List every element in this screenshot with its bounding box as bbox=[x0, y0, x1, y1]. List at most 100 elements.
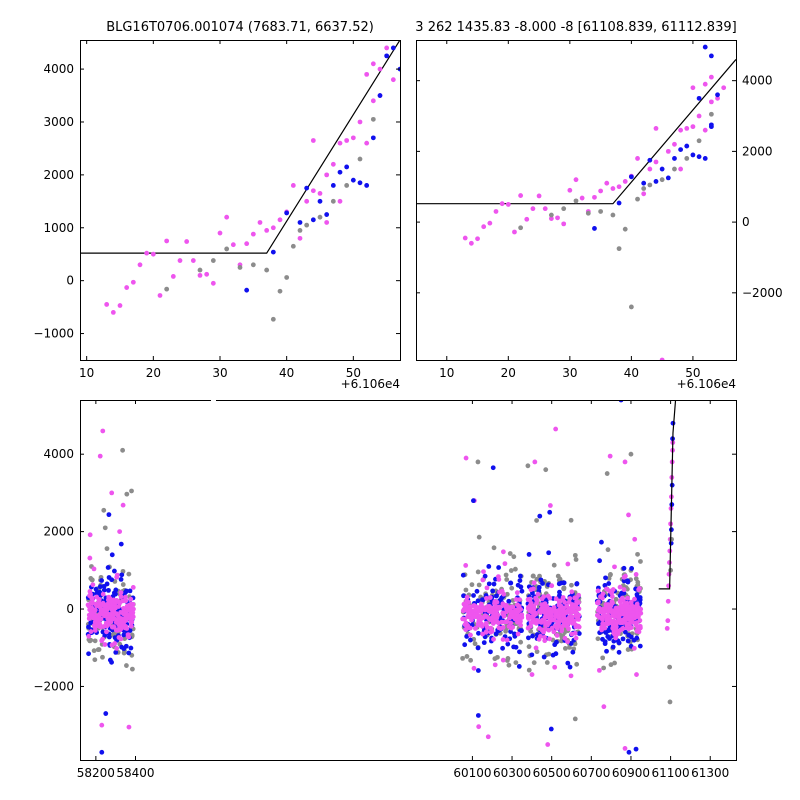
data-point bbox=[708, 111, 714, 117]
data-point bbox=[574, 599, 580, 605]
data-point bbox=[492, 598, 498, 604]
data-point bbox=[576, 606, 582, 612]
data-point bbox=[508, 620, 514, 626]
data-point bbox=[545, 622, 550, 628]
model-curve bbox=[658, 400, 677, 590]
data-point bbox=[504, 577, 510, 582]
data-point bbox=[659, 177, 665, 183]
data-point bbox=[551, 605, 557, 610]
data-point bbox=[485, 734, 491, 740]
data-point bbox=[87, 532, 93, 538]
data-point bbox=[110, 616, 116, 622]
data-point bbox=[622, 459, 628, 465]
data-point bbox=[603, 621, 609, 627]
data-point bbox=[715, 95, 720, 101]
data-point bbox=[611, 623, 617, 629]
data-point bbox=[481, 224, 487, 230]
data-point bbox=[616, 246, 622, 252]
data-point bbox=[647, 182, 653, 188]
data-point bbox=[469, 582, 475, 588]
data-point bbox=[684, 125, 690, 131]
data-point bbox=[476, 534, 482, 540]
data-point bbox=[576, 631, 582, 636]
data-point bbox=[515, 631, 521, 637]
data-point bbox=[535, 591, 541, 597]
data-point bbox=[476, 630, 481, 636]
data-point bbox=[627, 606, 633, 612]
data-point bbox=[118, 616, 124, 621]
data-point bbox=[284, 275, 290, 280]
data-point bbox=[480, 577, 486, 583]
data-point bbox=[552, 664, 558, 670]
data-point bbox=[505, 656, 511, 661]
data-point bbox=[277, 288, 283, 294]
data-point bbox=[484, 595, 489, 601]
data-point bbox=[562, 635, 568, 641]
data-point bbox=[610, 613, 615, 619]
data-point bbox=[543, 611, 549, 617]
data-point bbox=[475, 713, 481, 718]
data-point bbox=[638, 610, 644, 616]
y-tick-label: 2000 bbox=[43, 525, 74, 539]
data-point bbox=[91, 566, 97, 572]
data-point bbox=[573, 557, 579, 562]
data-point bbox=[538, 577, 544, 583]
data-point bbox=[492, 616, 498, 621]
y-tick-label: 0 bbox=[66, 274, 74, 288]
data-point bbox=[530, 573, 536, 579]
data-point bbox=[622, 226, 628, 232]
bottom-points bbox=[85, 400, 677, 760]
data-point bbox=[517, 578, 523, 583]
data-point bbox=[530, 206, 536, 212]
data-point bbox=[106, 512, 112, 518]
data-point bbox=[384, 53, 390, 59]
data-point bbox=[497, 605, 503, 611]
data-point bbox=[277, 217, 283, 223]
data-point bbox=[370, 98, 376, 104]
data-point bbox=[573, 624, 579, 630]
data-point bbox=[482, 573, 488, 579]
data-point bbox=[117, 529, 123, 535]
data-point bbox=[557, 576, 563, 582]
data-point bbox=[97, 589, 103, 595]
data-point bbox=[504, 591, 510, 597]
data-point bbox=[684, 156, 690, 161]
data-point bbox=[484, 585, 490, 591]
data-point bbox=[525, 606, 531, 611]
data-point bbox=[702, 81, 708, 87]
data-point bbox=[460, 616, 466, 622]
data-point bbox=[621, 578, 627, 584]
data-point bbox=[572, 630, 578, 636]
data-point bbox=[99, 722, 105, 728]
data-point bbox=[621, 565, 627, 571]
data-point bbox=[678, 147, 684, 153]
data-point bbox=[517, 573, 523, 579]
y-tick-label: 4000 bbox=[742, 74, 773, 88]
data-point bbox=[512, 631, 517, 637]
data-point bbox=[600, 617, 605, 622]
data-point bbox=[606, 581, 612, 586]
data-point bbox=[565, 660, 571, 666]
data-point bbox=[462, 642, 468, 648]
data-point bbox=[509, 614, 515, 619]
data-point bbox=[217, 230, 223, 236]
data-point bbox=[532, 610, 538, 616]
data-point bbox=[515, 619, 520, 625]
data-point bbox=[487, 220, 493, 226]
data-point bbox=[557, 589, 562, 595]
data-point bbox=[106, 587, 111, 593]
data-point bbox=[224, 214, 230, 220]
data-point bbox=[573, 635, 579, 641]
data-point bbox=[105, 597, 111, 603]
data-point bbox=[471, 498, 476, 504]
top-left-title: BLG16T0706.001074 (7683.71, 6637.52) bbox=[106, 20, 374, 35]
data-point bbox=[494, 593, 499, 599]
data-point bbox=[531, 660, 537, 666]
data-point bbox=[576, 616, 581, 622]
data-point bbox=[610, 186, 616, 191]
data-point bbox=[592, 194, 597, 200]
data-point bbox=[224, 246, 230, 252]
data-point bbox=[86, 651, 91, 657]
data-point bbox=[88, 637, 94, 643]
data-point bbox=[574, 661, 580, 667]
